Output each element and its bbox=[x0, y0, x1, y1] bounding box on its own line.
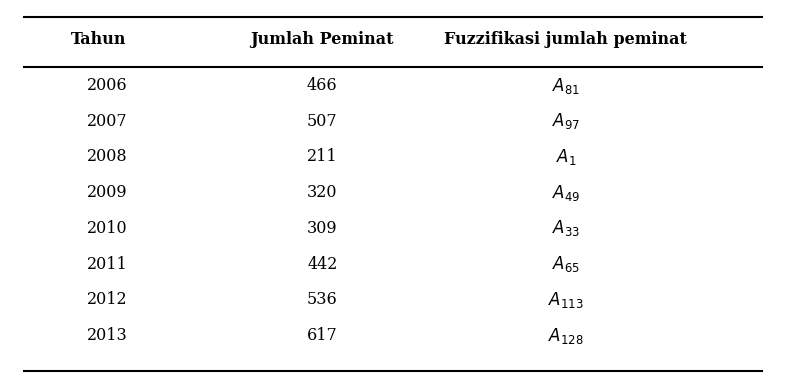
Text: 2010: 2010 bbox=[86, 220, 127, 237]
Text: 2006: 2006 bbox=[86, 77, 127, 94]
Text: $\mathit{A}_{\mathit{97}}$: $\mathit{A}_{\mathit{97}}$ bbox=[552, 111, 580, 131]
Text: 309: 309 bbox=[307, 220, 337, 237]
Text: 2008: 2008 bbox=[86, 149, 127, 165]
Text: Fuzzifikasi jumlah peminat: Fuzzifikasi jumlah peminat bbox=[444, 32, 688, 48]
Text: $\mathit{A}_{\mathit{1}}$: $\mathit{A}_{\mathit{1}}$ bbox=[556, 147, 576, 167]
Text: Jumlah Peminat: Jumlah Peminat bbox=[251, 32, 394, 48]
Text: $\mathit{A}_{\mathit{113}}$: $\mathit{A}_{\mathit{113}}$ bbox=[548, 290, 584, 310]
Text: Tahun: Tahun bbox=[71, 32, 127, 48]
Text: 2012: 2012 bbox=[86, 291, 127, 308]
Text: 320: 320 bbox=[307, 184, 337, 201]
Text: $\mathit{A}_{\mathit{33}}$: $\mathit{A}_{\mathit{33}}$ bbox=[552, 218, 580, 238]
Text: $\mathit{A}_{\mathit{49}}$: $\mathit{A}_{\mathit{49}}$ bbox=[552, 183, 580, 203]
Text: $\mathit{A}_{\mathit{128}}$: $\mathit{A}_{\mathit{128}}$ bbox=[548, 326, 584, 345]
Text: 2009: 2009 bbox=[86, 184, 127, 201]
Text: 2011: 2011 bbox=[86, 256, 127, 272]
Text: 442: 442 bbox=[307, 256, 337, 272]
Text: 536: 536 bbox=[307, 291, 338, 308]
Text: 617: 617 bbox=[307, 327, 338, 344]
Text: $\mathit{A}_{\mathit{81}}$: $\mathit{A}_{\mathit{81}}$ bbox=[552, 76, 580, 95]
Text: 2013: 2013 bbox=[86, 327, 127, 344]
Text: 211: 211 bbox=[307, 149, 337, 165]
Text: $\mathit{A}_{\mathit{65}}$: $\mathit{A}_{\mathit{65}}$ bbox=[552, 254, 580, 274]
Text: 466: 466 bbox=[307, 77, 337, 94]
Text: 507: 507 bbox=[307, 113, 337, 130]
Text: 2007: 2007 bbox=[86, 113, 127, 130]
